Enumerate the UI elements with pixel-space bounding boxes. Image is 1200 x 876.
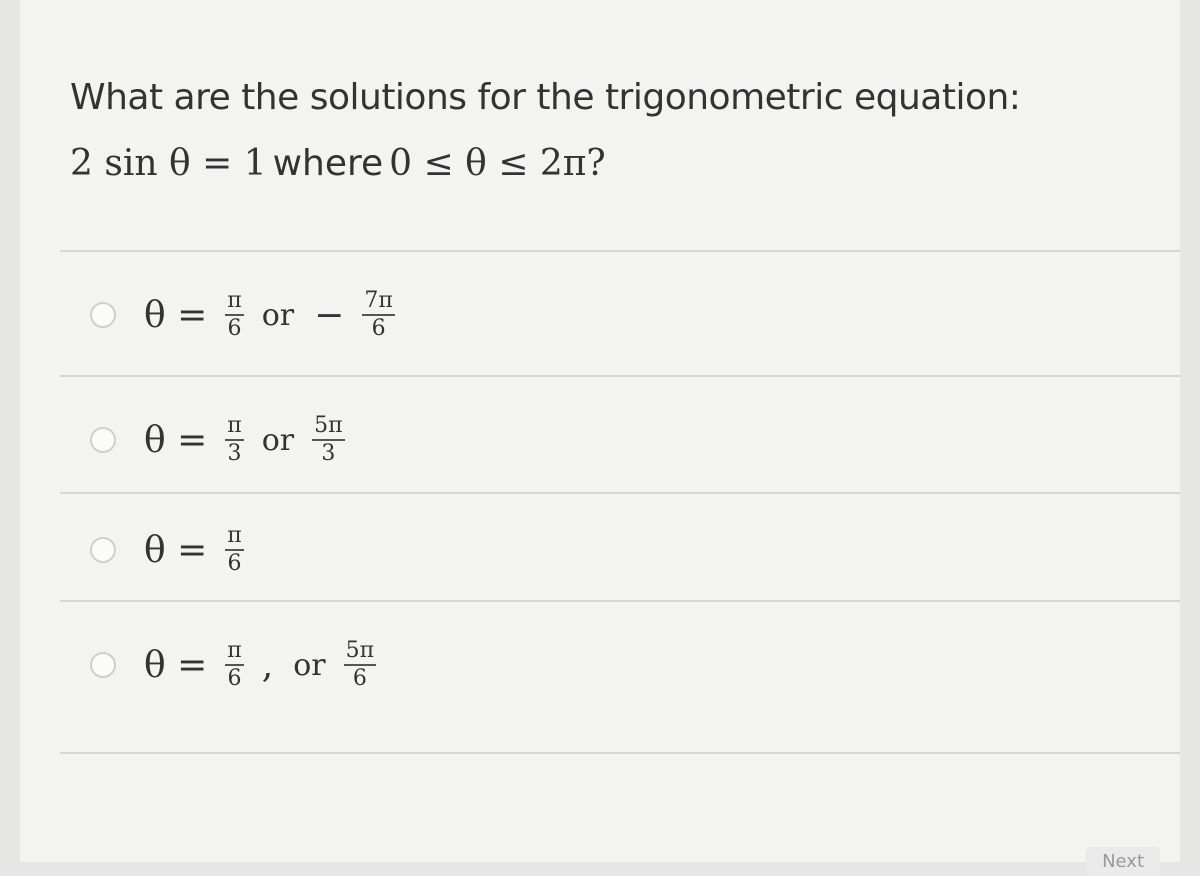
- math-text: or: [293, 647, 326, 683]
- numerator: 5π: [343, 638, 377, 666]
- math: θ = π 6, or 5π 6: [134, 638, 384, 692]
- denominator: 6: [371, 316, 386, 341]
- denominator: 6: [227, 316, 242, 341]
- question-segment: 0 ≤ θ ≤ 2π?: [389, 143, 606, 184]
- separator: [60, 250, 1180, 252]
- radio-button[interactable]: [90, 427, 116, 453]
- denominator: 6: [227, 551, 242, 576]
- question-card: What are the solutions for the trigonome…: [20, 0, 1180, 862]
- option: θ = π 6: [90, 495, 252, 605]
- numerator: π: [225, 638, 244, 666]
- separator: [60, 600, 1180, 602]
- math-text: −: [314, 294, 345, 336]
- radio-button[interactable]: [90, 537, 116, 563]
- denominator: 3: [321, 441, 336, 466]
- fraction: 7π 6: [362, 288, 395, 342]
- separator: [60, 752, 1180, 754]
- denominator: 3: [227, 441, 242, 466]
- radio-button[interactable]: [90, 652, 116, 678]
- math: θ = π 6 or −7π 6: [134, 288, 403, 342]
- question: What are the solutions for the trigonome…: [70, 70, 1021, 192]
- option: θ = π 3 or 5π 3: [90, 385, 353, 495]
- denominator: 6: [227, 666, 242, 691]
- fraction: 5π 6: [343, 638, 377, 692]
- math: θ = π 3 or 5π 3: [134, 413, 353, 467]
- math-text: or: [261, 422, 295, 458]
- radio-button[interactable]: [90, 302, 116, 328]
- option: θ = π 6, or 5π 6: [90, 610, 384, 720]
- math-text: θ =: [144, 529, 208, 571]
- math-text: ,: [261, 644, 274, 686]
- question-segment: 2 sin θ = 1: [70, 143, 267, 184]
- question-line: 2 sin θ = 1 where 0 ≤ θ ≤ 2π?: [70, 136, 1020, 192]
- math-text: θ =: [144, 294, 208, 336]
- numerator: 7π: [362, 288, 395, 316]
- numerator: 5π: [312, 413, 345, 441]
- math-text: or: [261, 297, 295, 333]
- separator: [60, 492, 1180, 494]
- option: θ = π 6 or −7π 6: [90, 260, 403, 370]
- separator: [60, 375, 1180, 377]
- numerator: π: [225, 523, 244, 551]
- denominator: 6: [352, 666, 367, 691]
- question-line: What are the solutions for the trigonome…: [70, 77, 1021, 118]
- numerator: π: [225, 413, 244, 441]
- math: θ = π 6: [134, 523, 252, 577]
- fraction: 5π 3: [312, 413, 345, 467]
- math-text: θ =: [144, 644, 208, 686]
- math-text: θ =: [144, 419, 208, 461]
- question-segment: where: [272, 143, 384, 184]
- numerator: π: [225, 288, 244, 316]
